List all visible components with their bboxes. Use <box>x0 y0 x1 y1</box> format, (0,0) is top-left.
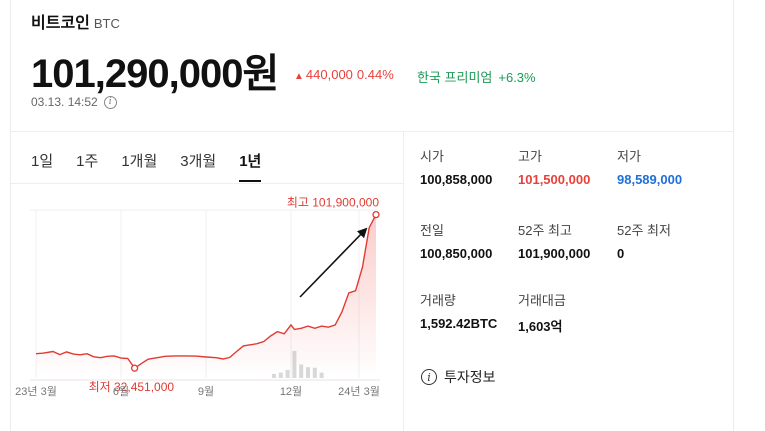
stat-amount-value: 1,603억 <box>518 319 563 334</box>
coin-name-label: 비트코인 <box>31 15 90 32</box>
divider <box>11 131 733 132</box>
stat-high-value: 101,500,000 <box>518 172 591 187</box>
stat-low-label: 저가 <box>617 149 641 164</box>
price-line <box>35 214 377 370</box>
current-price: 101,290,000원 <box>31 52 279 96</box>
change-percent: 0.44% <box>356 67 394 82</box>
x-tick-label: 24년 3월 <box>338 385 380 398</box>
x-axis-ticks: 23년 3월 6월 9월 12월 24년 3월 <box>15 385 380 398</box>
premium-value: +6.3% <box>498 70 536 85</box>
max-marker <box>372 210 380 219</box>
x-tick-label: 12월 <box>280 385 302 398</box>
period-tabs: 1일 1주 1개월 3개월 1년 <box>31 150 284 182</box>
card <box>10 0 734 431</box>
stat-high-label: 고가 <box>518 149 542 164</box>
coin-code: BTC <box>93 16 120 31</box>
stat-low: 저가 98,589,000 <box>617 146 727 187</box>
stat-52w-high-label: 52주 최고 <box>518 223 572 238</box>
stat-open: 시가 100,858,000 <box>420 146 530 187</box>
stat-volume-label: 거래량 <box>420 293 456 308</box>
timestamp: 03.13. 14:52 i <box>31 95 117 109</box>
tabs-divider <box>11 183 403 184</box>
info-icon[interactable]: i <box>103 95 117 109</box>
stat-open-label: 시가 <box>420 149 444 164</box>
price-change: ▲ 440,000 0.44% <box>294 67 394 82</box>
premium-label: 한국 프리미엄 <box>417 70 493 85</box>
stat-52w-low-label: 52주 최저 <box>617 223 671 238</box>
stat-amount: 거래대금 1,603억 <box>518 290 628 335</box>
stat-low-value: 98,589,000 <box>617 172 683 187</box>
min-marker <box>130 364 139 372</box>
price-area <box>36 214 376 378</box>
investment-info-label: 투자정보 <box>444 369 496 385</box>
tab-1d[interactable]: 1일 <box>31 153 54 170</box>
tab-1m[interactable]: 1개월 <box>121 153 158 170</box>
stat-prev-label: 전일 <box>420 223 444 238</box>
stat-amount-label: 거래대금 <box>518 293 566 308</box>
stat-volume: 거래량 1,592.42BTC <box>420 290 530 331</box>
stat-prev-value: 100,850,000 <box>420 246 493 261</box>
stat-volume-value: 1,592.42BTC <box>420 316 498 331</box>
stat-open-value: 100,858,000 <box>420 172 493 187</box>
tab-1y[interactable]: 1년 <box>239 150 262 182</box>
info-icon: i <box>421 369 437 385</box>
change-amount: 440,000 <box>305 67 353 82</box>
max-label: 최고 101,900,000 <box>287 196 379 210</box>
korea-premium: 한국 프리미엄 +6.3% <box>417 67 536 86</box>
tab-3m[interactable]: 3개월 <box>180 153 217 170</box>
up-triangle-icon: ▲ <box>294 71 304 82</box>
stat-52w-high: 52주 최고 101,900,000 <box>518 220 628 261</box>
x-tick-label: 6월 <box>113 385 129 398</box>
stat-prev: 전일 100,850,000 <box>420 220 530 261</box>
min-label: 최저 32,451,000 <box>89 380 175 394</box>
trend-arrow <box>299 227 368 298</box>
stat-52w-low: 52주 최저 0 <box>617 220 727 261</box>
tab-1w[interactable]: 1주 <box>76 153 99 170</box>
x-tick-label: 23년 3월 <box>15 385 57 398</box>
stat-52w-high-value: 101,900,000 <box>518 246 591 261</box>
coin-name: 비트코인 BTC <box>31 9 120 33</box>
x-tick-label: 9월 <box>198 385 214 398</box>
stat-high: 고가 101,500,000 <box>518 146 628 187</box>
stat-52w-low-value: 0 <box>617 246 625 261</box>
divider-vertical <box>403 131 404 431</box>
timestamp-text: 03.13. 14:52 <box>31 95 98 109</box>
investment-info-button[interactable]: i 투자정보 <box>421 367 496 387</box>
